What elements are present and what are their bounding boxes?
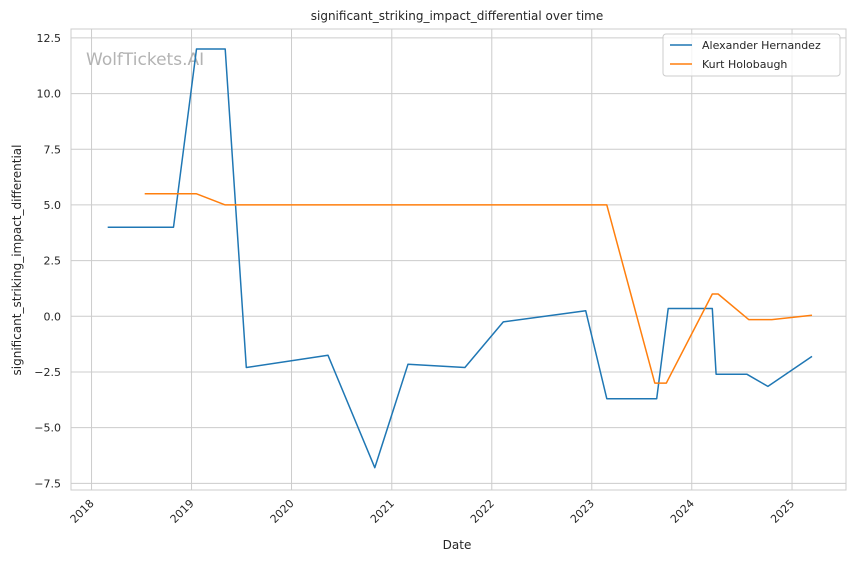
x-axis-title: Date	[443, 538, 472, 552]
y-tick-label: −2.5	[34, 366, 61, 379]
y-tick-label: −5.0	[34, 422, 61, 435]
y-tick-label: 7.5	[44, 143, 62, 156]
x-tick-label: 2021	[368, 497, 397, 526]
plot-area	[70, 28, 847, 491]
watermark: WolfTickets.AI	[86, 50, 204, 70]
x-tick-label: 2024	[668, 497, 697, 526]
chart-title: significant_striking_impact_differential…	[311, 9, 603, 23]
y-tick-label: 2.5	[44, 255, 62, 268]
series-lines	[107, 48, 813, 469]
x-tick-label: 2018	[68, 497, 97, 526]
x-tick-label: 2019	[168, 497, 197, 526]
x-tick-label: 2022	[468, 497, 497, 526]
y-tick-label: −7.5	[34, 477, 61, 490]
x-tick-label: 2020	[268, 497, 297, 526]
y-tick-label: 10.0	[37, 88, 62, 101]
legend: Alexander Hernandez Kurt Holobaugh	[662, 33, 841, 77]
legend-box	[662, 33, 841, 77]
y-tick-labels: 12.5 10.0 7.5 5.0 2.5 0.0 −2.5 −5.0 −7.5	[34, 32, 61, 490]
legend-label-kurt-holobaugh: Kurt Holobaugh	[702, 58, 787, 71]
y-tick-label: 12.5	[37, 32, 62, 45]
y-tick-label: 5.0	[44, 199, 62, 212]
series-line-alexander-hernandez	[107, 48, 813, 469]
x-tick-labels: 2018 2019 2020 2021 2022 2023 2024 2025	[68, 497, 797, 526]
x-tick-label: 2025	[768, 497, 797, 526]
legend-label-alexander-hernandez: Alexander Hernandez	[702, 39, 821, 52]
y-axis-title: significant_striking_impact_differential	[10, 145, 24, 376]
series-line-kurt-holobaugh	[144, 193, 813, 384]
x-tick-label: 2023	[568, 497, 597, 526]
y-tick-label: 0.0	[44, 310, 62, 323]
